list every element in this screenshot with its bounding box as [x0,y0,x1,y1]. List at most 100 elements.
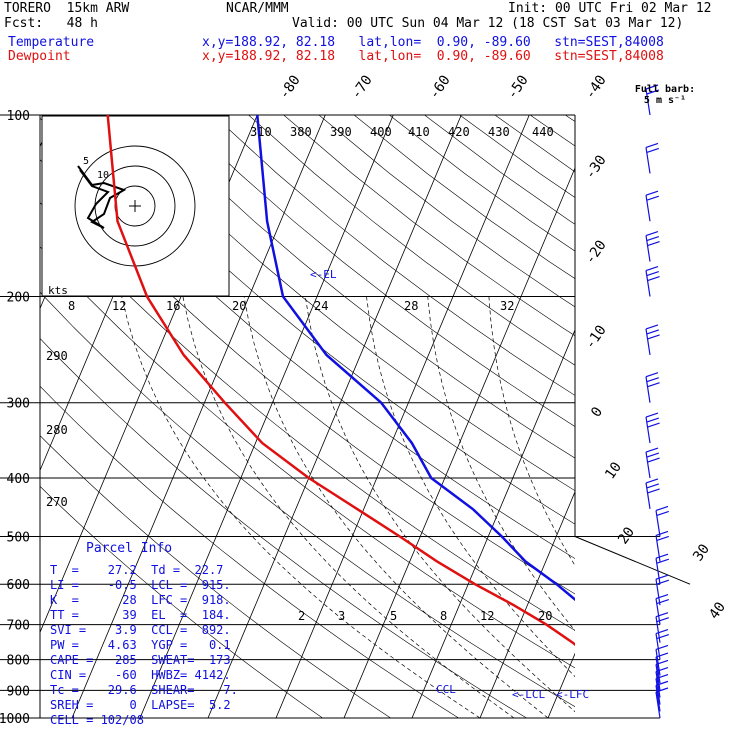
pressure-label: 200 [7,291,30,306]
barb-note-line2: 5 m s⁻¹ [644,95,686,106]
barb-staff [655,598,661,625]
parcel-row: CELL = 102/08 [50,713,144,727]
barb-flag [656,535,669,542]
pressure-label: 1000 [0,712,30,727]
isotherm [479,490,575,718]
parcel-row: SREH = 0 LAPSE= 5.2 [50,698,231,712]
wind-barb [645,478,660,509]
theta-label: 400 [370,125,392,139]
barb-flag [655,574,669,580]
moist-adiabat [121,296,481,718]
dry-adiabat [353,115,575,280]
dry-adiabat [177,115,575,427]
theta-left-label: 280 [46,423,68,437]
barb-flag [656,599,669,605]
barb-flag [647,240,660,247]
dry-adiabat [40,485,324,718]
barb-note-line1: Full barb: [635,84,695,95]
dry-adiabat [40,246,575,669]
barb-staff [645,451,651,479]
barb-flag [646,195,659,201]
profile-temperature [256,115,575,602]
barb-flag [655,553,669,559]
barb-flag [646,235,659,242]
barb-flag [645,230,659,237]
dry-adiabat [40,291,575,707]
barb-flag [656,558,669,564]
barb-staff [645,88,651,116]
barb-flag [645,372,659,378]
pressure-label: 600 [7,578,30,593]
barb-flag [656,617,669,623]
barb-flag [646,270,659,277]
barb-flag [646,483,659,489]
dry-adiabat [40,435,392,718]
dry-adiabat [107,115,575,492]
dry-adiabat [40,385,460,718]
barb-flag [656,579,669,585]
barb-staff [645,416,651,444]
barb-staff [655,558,661,585]
isotherm-label: -10 [582,322,610,352]
dry-adiabat [318,115,575,308]
barb-staff [655,579,661,606]
moist-adiabat [488,296,575,567]
isotherm-label: 20 [615,524,638,547]
mixing-ratio-label: 8 [440,609,447,623]
mixing-ratio-label: 3 [338,609,345,623]
wind-barb [655,553,669,585]
barb-staff [645,270,651,297]
barb-flag [646,377,659,383]
mixing-ratio-label: 12 [112,299,126,313]
barb-flag [645,324,659,330]
barb-staff [645,195,651,222]
dewpoint-location: x,y=188.92, 82.18 lat,lon= 0.90, -89.60 … [202,49,664,64]
theta-label: 440 [532,125,554,139]
pressure-label: 100 [7,109,30,124]
pressure-label: 500 [7,530,30,545]
barb-flag [655,612,669,618]
parcel-row: CIN = -60 HWBZ= 4142. [50,668,231,682]
right-axis [574,536,691,585]
isotherm-label: 0 [588,404,606,420]
theta-label: 310 [250,125,272,139]
temperature-legend: Temperature [8,35,95,50]
ccl-marker: CCL [436,683,456,696]
barb-flag [645,190,659,196]
dry-adiabat [424,115,575,225]
moist-adiabat [243,296,549,718]
isotherm-label: -50 [504,72,532,102]
dewpoint-legend: Dewpoint [8,49,71,64]
wind-barb [645,84,659,116]
isotherm-label: -30 [582,152,610,182]
isotherm [343,166,575,718]
barb-staff [655,633,661,660]
isotherm-label: -20 [582,237,610,267]
barb-flag [646,89,659,95]
barb-staff [655,616,661,643]
wind-barb [655,505,669,537]
pressure-label: 700 [7,619,30,634]
wind-barb [655,530,669,562]
moist-adiabat [427,296,575,632]
isotherm [679,102,740,731]
isotherm [611,102,740,731]
barb-flag [646,417,659,423]
dry-adiabat [529,115,575,147]
barb-staff [655,678,661,705]
barb-flag [647,422,660,428]
mixing-ratio-label: 2 [298,609,305,623]
mixing-ratio-label: 32 [500,299,514,313]
barb-flag [645,478,659,484]
isotherm-label: 40 [706,599,729,622]
isotherm [275,115,530,718]
barb-staff [655,535,661,562]
barb-flag [655,594,669,600]
theta-label: 420 [448,125,470,139]
profiles [106,115,575,647]
theta-left-label: 270 [46,495,68,509]
barb-flag [645,84,659,90]
parcel-row: CAPE = 285 SWEAT= 173 [50,653,231,667]
parcel-info-panel: Parcel Info T = 27.2 Td = 22.7 LI = -0.5… [50,541,238,727]
dry-adiabat [72,115,575,525]
